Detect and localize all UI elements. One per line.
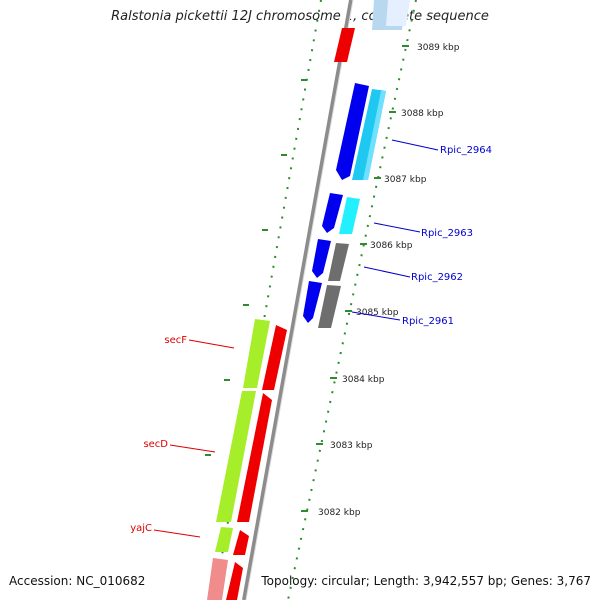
gene-label-yajc[interactable]: yajC bbox=[130, 523, 152, 534]
gene-bottom-red[interactable] bbox=[226, 562, 243, 600]
scale-label: 3089 kbp bbox=[417, 43, 460, 53]
gene-rpic-2963-blue[interactable] bbox=[322, 193, 343, 233]
scale-label: 3088 kbp bbox=[401, 109, 444, 119]
summary-text: Topology: circular; Length: 3,942,557 bp… bbox=[261, 574, 591, 588]
scale-label: 3087 kbp bbox=[384, 175, 427, 185]
scale-label: 3085 kbp bbox=[356, 308, 399, 318]
gene-rpic-2962-gray[interactable] bbox=[328, 243, 349, 281]
scale-label: 3086 kbp bbox=[370, 241, 413, 251]
gene-rpic-2964-cyan-shade bbox=[363, 91, 386, 180]
gene-rpic-2961-gray[interactable] bbox=[318, 285, 341, 328]
inner-ring-ticks bbox=[205, 79, 307, 456]
scale-ticks bbox=[301, 45, 409, 512]
gene-top-red[interactable] bbox=[334, 28, 355, 62]
scale-label: 3083 kbp bbox=[330, 441, 373, 451]
gene-label-rpic-2961[interactable]: Rpic_2961 bbox=[402, 316, 454, 327]
gene-rpic-2961-blue[interactable] bbox=[303, 281, 322, 323]
gene-rpic-2963-cyan[interactable] bbox=[339, 197, 360, 234]
gene-secf-lime[interactable] bbox=[243, 319, 270, 388]
gene-yajc-red[interactable] bbox=[233, 530, 249, 555]
gene-label-rpic-2964[interactable]: Rpic_2964 bbox=[440, 145, 492, 156]
scale-label: 3084 kbp bbox=[342, 375, 385, 385]
gene-label-rpic-2962[interactable]: Rpic_2962 bbox=[411, 272, 463, 283]
gene-label-secf[interactable]: secF bbox=[164, 335, 187, 346]
scale-label: 3082 kbp bbox=[318, 508, 361, 518]
gene-rpic-2962-blue[interactable] bbox=[312, 239, 331, 278]
gene-bottom-pink[interactable] bbox=[207, 558, 228, 600]
gene-rpic-2964-blue[interactable] bbox=[336, 83, 369, 180]
gene-yajc-lime[interactable] bbox=[215, 527, 233, 552]
right-leaders bbox=[351, 139, 439, 321]
gene-secd-lime[interactable] bbox=[216, 391, 256, 522]
gene-label-secd[interactable]: secD bbox=[143, 439, 168, 450]
gene-secd-red[interactable] bbox=[237, 393, 272, 522]
gene-label-rpic-2963[interactable]: Rpic_2963 bbox=[421, 228, 473, 239]
inner-tick-ring bbox=[213, 0, 322, 600]
backbone-line bbox=[242, 0, 353, 600]
gene-secf-red[interactable] bbox=[262, 325, 287, 390]
outer-tick-ring bbox=[287, 0, 417, 600]
gene-top-pale[interactable] bbox=[386, 0, 410, 26]
left-leaders bbox=[153, 339, 235, 538]
backbone-line-highlight bbox=[245, 0, 354, 600]
accession-text: Accession: NC_010682 bbox=[9, 574, 146, 588]
